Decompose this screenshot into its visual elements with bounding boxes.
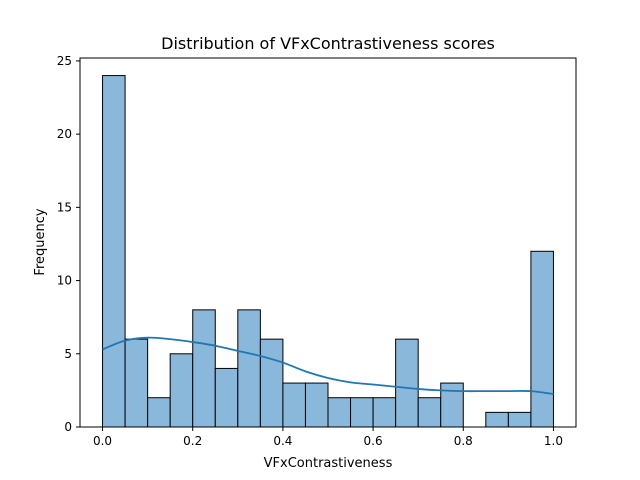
histogram-bar [102, 75, 126, 428]
histogram-bar [417, 397, 442, 428]
x-tick-label: 1.0 [544, 434, 563, 448]
chart-title: Distribution of VFxContrastiveness score… [161, 34, 495, 53]
histogram-bar [530, 250, 554, 428]
y-tick-label: 15 [57, 200, 72, 214]
histogram-bar [304, 382, 329, 428]
histogram-bar [282, 382, 306, 428]
y-tick-label: 20 [57, 127, 72, 141]
x-axis-label: VFxContrastiveness [264, 456, 393, 471]
x-axis-ticks: 0.0 0.2 0.4 0.6 0.8 1.0 [93, 427, 563, 448]
histogram-bar [485, 411, 509, 428]
histogram-bar [327, 397, 352, 428]
histogram-bar [147, 397, 171, 428]
y-axis-label: Frequency [33, 208, 48, 275]
histogram-bar [124, 338, 149, 428]
histogram-bar [507, 411, 532, 428]
histogram-bar [169, 353, 194, 428]
y-tick-label: 25 [57, 54, 72, 68]
y-tick-label: 10 [57, 274, 72, 288]
y-tick-label: 0 [64, 420, 72, 434]
histogram-bar [395, 338, 419, 428]
histogram-bar [237, 309, 261, 428]
y-axis-ticks: 0 5 10 15 20 25 [57, 54, 80, 434]
bars-group [102, 75, 554, 428]
histogram-bar [192, 309, 216, 428]
y-tick-label: 5 [64, 347, 72, 361]
histogram-bar [350, 397, 374, 428]
x-tick-label: 0.2 [183, 434, 202, 448]
x-tick-label: 0.4 [273, 434, 292, 448]
x-tick-label: 0.8 [454, 434, 473, 448]
histogram-bar [372, 397, 397, 428]
x-tick-label: 0.6 [364, 434, 383, 448]
histogram-bar [259, 338, 284, 428]
plot-frame [79, 57, 577, 428]
kde-curve [102, 336, 554, 395]
histogram-bar [214, 367, 239, 428]
x-tick-label: 0.0 [93, 434, 112, 448]
